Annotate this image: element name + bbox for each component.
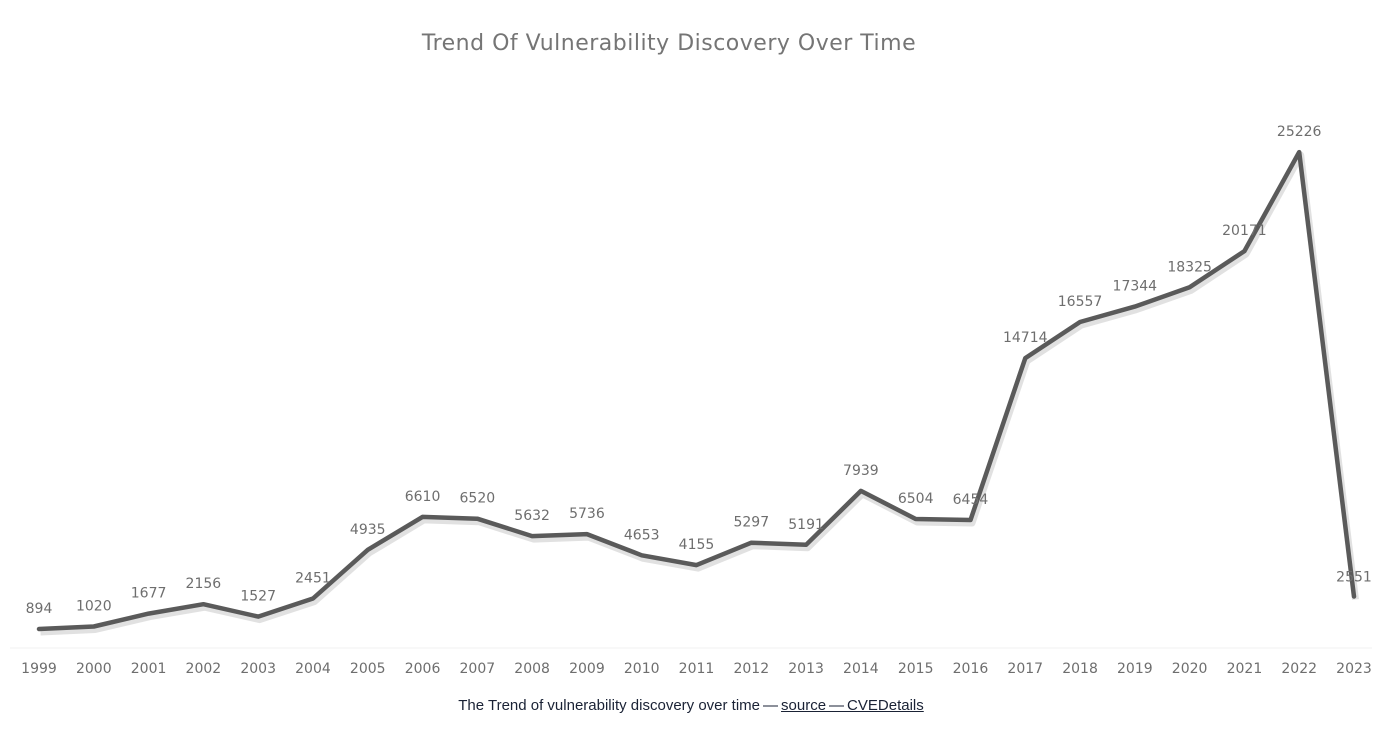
x-tick-label: 2012 bbox=[733, 661, 769, 677]
data-label: 5191 bbox=[788, 517, 824, 533]
x-tick-label: 2023 bbox=[1336, 661, 1372, 677]
data-label: 14714 bbox=[1003, 330, 1048, 346]
caption-text: The Trend of vulnerability discovery ove… bbox=[458, 697, 782, 714]
x-tick-label: 2018 bbox=[1062, 661, 1098, 677]
x-tick-label: 2010 bbox=[624, 661, 660, 677]
x-tick-label: 2006 bbox=[405, 661, 441, 677]
x-tick-label: 2022 bbox=[1281, 661, 1317, 677]
x-tick-label: 2000 bbox=[76, 661, 112, 677]
x-tick-label: 2007 bbox=[460, 661, 496, 677]
x-tick-label: 2019 bbox=[1117, 661, 1153, 677]
data-label: 17344 bbox=[1113, 279, 1158, 295]
x-tick-label: 2001 bbox=[131, 661, 167, 677]
data-label: 2451 bbox=[295, 570, 331, 586]
data-label: 1527 bbox=[240, 589, 276, 605]
x-tick-label: 2015 bbox=[898, 661, 934, 677]
x-tick-label: 2004 bbox=[295, 661, 331, 677]
series-line bbox=[36, 149, 1357, 632]
data-label: 5297 bbox=[733, 515, 769, 531]
data-label: 2156 bbox=[186, 576, 222, 592]
x-tick-label: 2021 bbox=[1227, 661, 1263, 677]
data-label: 4935 bbox=[350, 522, 386, 538]
source-link[interactable]: source — CVEDetails bbox=[781, 697, 924, 714]
data-label: 20171 bbox=[1222, 223, 1267, 239]
x-tick-label: 2013 bbox=[788, 661, 824, 677]
chart-title: Trend Of Vulnerability Discovery Over Ti… bbox=[421, 31, 916, 56]
data-label: 7939 bbox=[843, 463, 879, 479]
x-tick-label: 2017 bbox=[1007, 661, 1043, 677]
x-tick-label: 1999 bbox=[21, 661, 57, 677]
figure-caption: The Trend of vulnerability discovery ove… bbox=[0, 697, 1382, 714]
x-tick-label: 2003 bbox=[240, 661, 276, 677]
data-label: 5736 bbox=[569, 506, 605, 522]
data-label: 6520 bbox=[460, 491, 496, 507]
data-label: 5632 bbox=[514, 508, 550, 524]
data-label: 1020 bbox=[76, 599, 112, 615]
data-label: 6454 bbox=[953, 492, 989, 508]
x-tick-label: 2020 bbox=[1172, 661, 1208, 677]
data-label: 18325 bbox=[1167, 259, 1212, 275]
line-chart: Trend Of Vulnerability Discovery Over Ti… bbox=[10, 31, 1372, 677]
x-tick-label: 2011 bbox=[679, 661, 715, 677]
x-tick-label: 2014 bbox=[843, 661, 879, 677]
data-label: 4155 bbox=[679, 537, 715, 553]
series-line-shadow bbox=[40, 151, 1359, 636]
data-label: 6504 bbox=[898, 491, 934, 507]
data-label: 16557 bbox=[1058, 294, 1103, 310]
x-tick-label: 2005 bbox=[350, 661, 386, 677]
x-tick-label: 2016 bbox=[953, 661, 989, 677]
data-label: 2551 bbox=[1336, 570, 1372, 586]
data-label: 1677 bbox=[131, 586, 167, 602]
data-label: 4653 bbox=[624, 527, 660, 543]
x-tick-label: 2002 bbox=[186, 661, 222, 677]
data-label: 6610 bbox=[405, 489, 441, 505]
x-tick-label: 2008 bbox=[514, 661, 550, 677]
x-tick-label: 2009 bbox=[569, 661, 605, 677]
data-label: 25226 bbox=[1277, 124, 1322, 140]
data-label: 894 bbox=[26, 601, 53, 617]
